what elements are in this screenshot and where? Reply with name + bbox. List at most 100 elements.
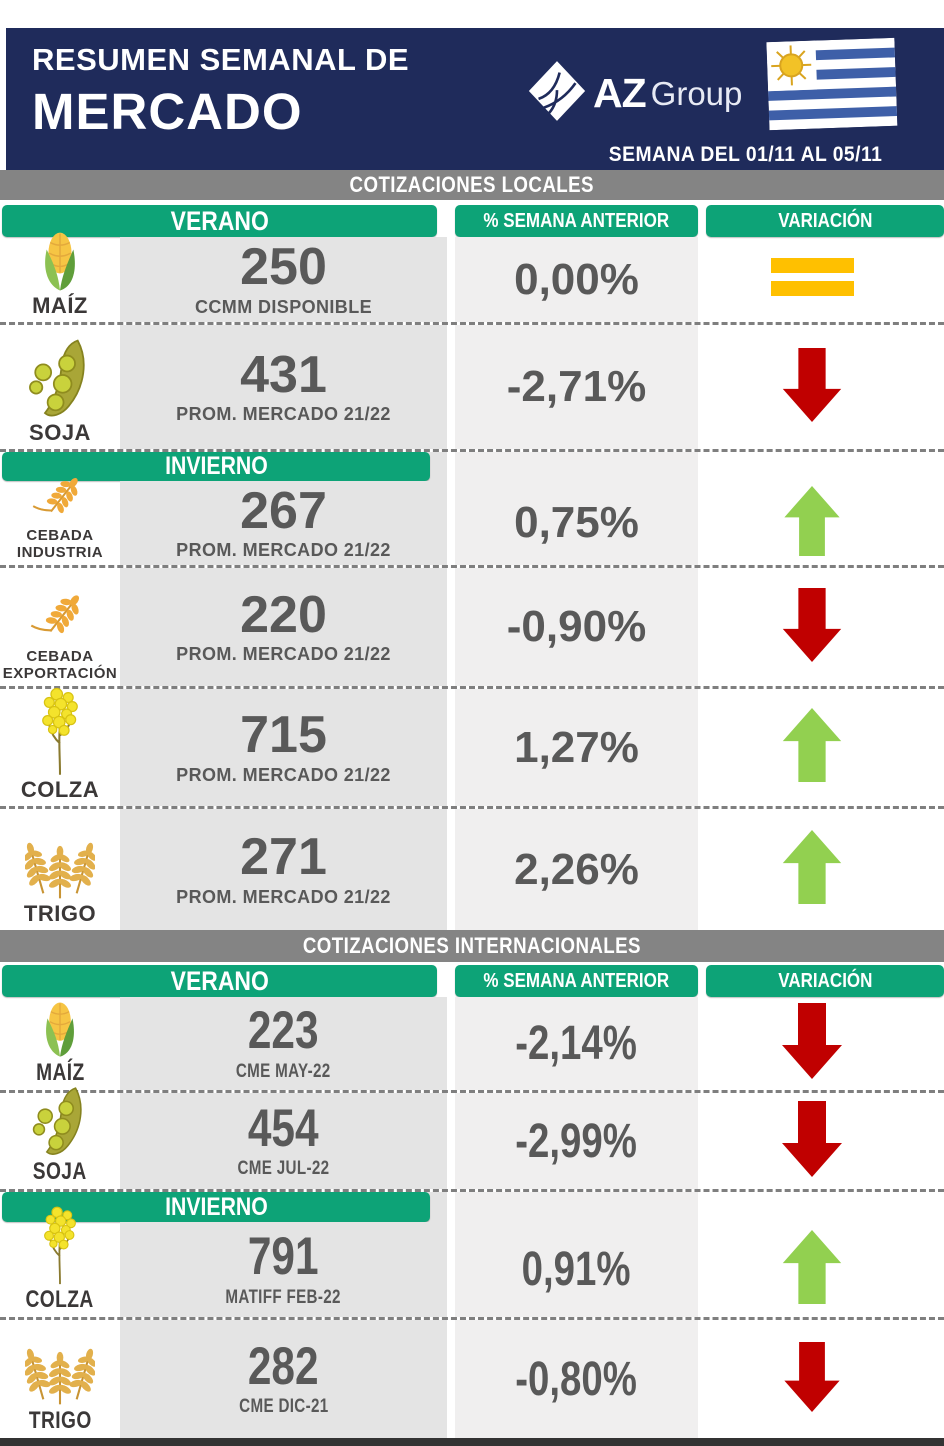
column-gap [447,689,455,806]
barley-icon [24,589,96,649]
column-gap [437,205,455,237]
column-gap [447,1320,455,1438]
season-header-verano: VERANO [2,965,437,997]
column-gap [447,237,455,322]
section-international: COTIZACIONES INTERNACIONALES VERANO % SE… [0,930,944,1438]
pct-cell: 0,00% [455,237,698,322]
season-header-verano: VERANO [2,205,437,237]
crop-label: CEBADA EXPORTACIÓN [2,648,118,683]
column-gap [698,325,706,449]
corn-icon [35,1000,85,1060]
table-row: CEBADA EXPORTACIÓN 220 PROM. MERCADO 21/… [0,568,944,689]
price-cell: 220 PROM. MERCADO 21/22 [120,568,447,686]
column-gap [447,1222,455,1317]
pct-value: 0,91% [522,1243,631,1296]
column-headers: VERANO % SEMANA ANTERIOR VARIACIÓN [0,205,944,237]
crop-cell: SOJA [0,1087,120,1189]
price-value: 282 [248,1336,319,1396]
crop-cell: SOJA [0,325,120,449]
crop-label: TRIGO [28,1407,92,1435]
section-title: COTIZACIONES LOCALES [349,172,595,197]
pct-value: 2,26% [514,844,639,894]
up-arrow-icon [775,708,849,787]
column-gap [698,965,706,997]
column-gap [698,1222,706,1317]
pct-value: -0,90% [506,602,647,651]
crop-cell: MAÍZ [0,233,120,322]
pct-cell: 2,26% [455,809,698,930]
pct-cell: -0,90% [455,568,698,686]
week-range-label: SEMANA DEL 01/11 AL 05/11 [608,143,882,166]
table-row: CEBADA INDUSTRIA 267 PROM. MERCADO 21/22… [0,478,944,568]
column-headers: VERANO % SEMANA ANTERIOR VARIACIÓN [0,965,944,997]
variation-cell [706,1320,944,1438]
pct-cell: 0,91% [455,1222,698,1317]
column-gap [698,205,706,237]
pct-cell: -2,99% [455,1093,698,1189]
pct-cell: -2,71% [455,325,698,449]
rapeseed-icon [31,686,89,778]
variation-cell [706,689,944,806]
price-cell: 271 PROM. MERCADO 21/22 [120,809,447,930]
section-title: COTIZACIONES INTERNACIONALES [302,933,642,958]
column-gap [698,452,706,481]
variation-cell [706,1222,944,1317]
section-local: COTIZACIONES LOCALES VERANO % SEMANA ANT… [0,170,944,930]
price-cell: 282 CME DIC-21 [120,1320,447,1438]
brand-name-light: Group [650,74,743,112]
column-gap [437,965,455,997]
pct-cell: -0,80% [455,1320,698,1438]
season-header-invierno: INVIERNO [2,1192,430,1222]
variation-cell [706,568,944,686]
down-arrow-icon [775,587,849,667]
corn-icon [33,230,87,294]
price-value: 791 [248,1227,319,1287]
brand-name-bold: AZ [593,70,647,116]
price-source: CME JUL-22 [237,1158,330,1180]
price-value: 271 [240,828,327,887]
variation-cell [706,237,944,322]
price-cell: 250 CCMM DISPONIBLE [120,237,447,322]
top-margin [0,0,944,28]
crop-cell: COLZA [0,686,120,806]
pct-cell: -2,14% [455,997,698,1090]
variation-header: VARIACIÓN [706,205,944,237]
crop-cell: CEBADA INDUSTRIA [0,478,120,565]
crop-label: COLZA [25,1286,95,1314]
variation-cell [706,481,944,565]
table-row: COLZA 715 PROM. MERCADO 21/22 1,27% [0,686,944,809]
rapeseed-icon [34,1205,86,1287]
brand-logo: AZ Group [528,60,742,127]
price-source: PROM. MERCADO 21/22 [176,540,391,561]
crop-cell: TRIGO [0,1320,120,1438]
price-value: 220 [240,585,327,644]
price-source: PROM. MERCADO 21/22 [176,644,391,665]
footer-bar [0,1438,944,1446]
up-arrow-icon [777,485,847,561]
az-diamond-leaf-icon [528,60,586,127]
page-title-line1: RESUMEN SEMANAL DE [32,42,410,77]
down-arrow-icon [774,1003,850,1084]
column-gap [447,809,455,930]
column-gap [698,809,706,930]
up-arrow-icon [775,1230,849,1309]
crop-label: TRIGO [23,901,97,927]
down-arrow-icon [775,347,849,427]
season-strip: INVIERNO [0,1192,944,1222]
table-row: SOJA 454 CME JUL-22 -2,99% [0,1087,944,1192]
season-header-invierno: INVIERNO [2,452,430,481]
table-row: TRIGO 282 CME DIC-21 -0,80% [0,1320,944,1438]
price-value: 715 [240,706,327,765]
column-gap [698,1192,706,1222]
up-arrow-icon [775,830,849,909]
column-gap [698,237,706,322]
price-source: CME DIC-21 [238,1396,329,1418]
crop-cell: COLZA [0,1206,120,1317]
column-gap [698,997,706,1090]
season-strip: INVIERNO [0,452,944,481]
pct-value: -2,14% [515,1017,638,1070]
column-gap [698,481,706,565]
table-row: MAÍZ 223 CME MAY-22 -2,14% [0,997,944,1093]
price-source: CCMM DISPONIBLE [195,296,372,317]
